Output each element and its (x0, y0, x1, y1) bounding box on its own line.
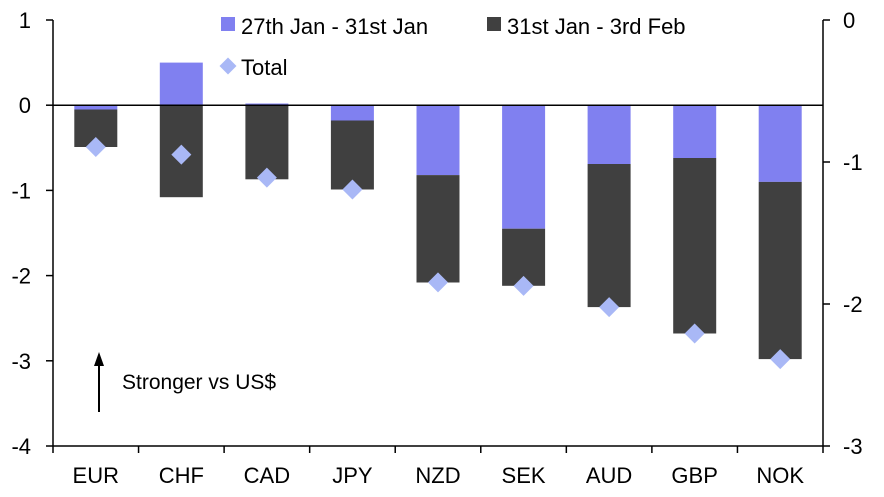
legend-swatch-series-2 (487, 17, 501, 31)
left-tick-label: -2 (11, 264, 31, 289)
x-tick-label-gbp: GBP (671, 463, 717, 488)
total-marker-jpy (342, 179, 363, 200)
total-marker-aud (599, 297, 620, 318)
annotation: Stronger vs US$ (94, 352, 276, 412)
x-tick-label-cad: CAD (244, 463, 290, 488)
x-tick-label-nok: NOK (756, 463, 804, 488)
legend-label-series-1: 27th Jan - 31st Jan (241, 14, 428, 39)
bar-nzd-series-1 (416, 105, 460, 176)
total-marker-sek (513, 275, 534, 296)
legend: 27th Jan - 31st Jan 31st Jan - 3rd Feb T… (219, 14, 686, 80)
right-tick-label: -2 (843, 292, 863, 317)
total-marker-gbp (684, 323, 705, 344)
bar-jpy-series-2 (330, 120, 374, 190)
bar-aud-series-1 (587, 105, 631, 164)
x-tick-label-eur: EUR (73, 463, 119, 488)
bar-cad-series-2 (245, 105, 289, 180)
right-tick-label: -3 (843, 434, 863, 459)
x-tick-label-aud: AUD (586, 463, 632, 488)
bar-eur-series-1 (74, 105, 118, 110)
right-tick-label: -1 (843, 150, 863, 175)
left-axis-ticks: 1 0 -1 -2 -3 -4 (11, 8, 53, 459)
total-marker-chf (171, 144, 192, 165)
total-marker-eur (85, 136, 106, 157)
left-tick-label: 1 (19, 8, 31, 33)
left-tick-label: 0 (19, 93, 31, 118)
totals-layer (85, 136, 791, 370)
x-tick-label-sek: SEK (502, 463, 546, 488)
bar-cad-series-1 (245, 103, 289, 106)
bar-sek-series-1 (502, 105, 546, 229)
total-marker-nok (770, 349, 791, 370)
x-tick-label-jpy: JPY (332, 463, 373, 488)
legend-label-series-2: 31st Jan - 3rd Feb (507, 14, 686, 39)
bars-layer (74, 62, 802, 360)
bar-nzd-series-2 (416, 175, 460, 283)
bar-nok-series-1 (758, 105, 802, 182)
bar-gbp-series-2 (673, 158, 717, 334)
x-tick-label-nzd: NZD (415, 463, 460, 488)
legend-swatch-series-1 (221, 17, 235, 31)
annotation-arrow-head (94, 352, 104, 366)
annotation-text: Stronger vs US$ (122, 371, 276, 394)
total-marker-nzd (428, 272, 448, 293)
right-axis-ticks: 0 -1 -2 -3 (823, 8, 863, 459)
right-tick-label: 0 (843, 8, 855, 33)
bar-gbp-series-1 (673, 105, 717, 158)
left-tick-label: -4 (11, 434, 31, 459)
x-tick-label-chf: CHF (159, 463, 204, 488)
left-tick-label: -3 (11, 349, 31, 374)
bar-aud-series-2 (587, 164, 631, 308)
legend-swatch-total (219, 57, 237, 75)
bar-nok-series-2 (758, 181, 802, 360)
left-tick-label: -1 (11, 178, 31, 203)
bar-chf-series-1 (159, 62, 203, 106)
legend-label-total: Total (241, 55, 287, 80)
x-axis-ticks: EUR CHF CAD JPY NZD SEK AUD GBP NOK (52, 446, 824, 488)
total-marker-cad (256, 167, 277, 188)
bar-jpy-series-1 (330, 105, 374, 121)
